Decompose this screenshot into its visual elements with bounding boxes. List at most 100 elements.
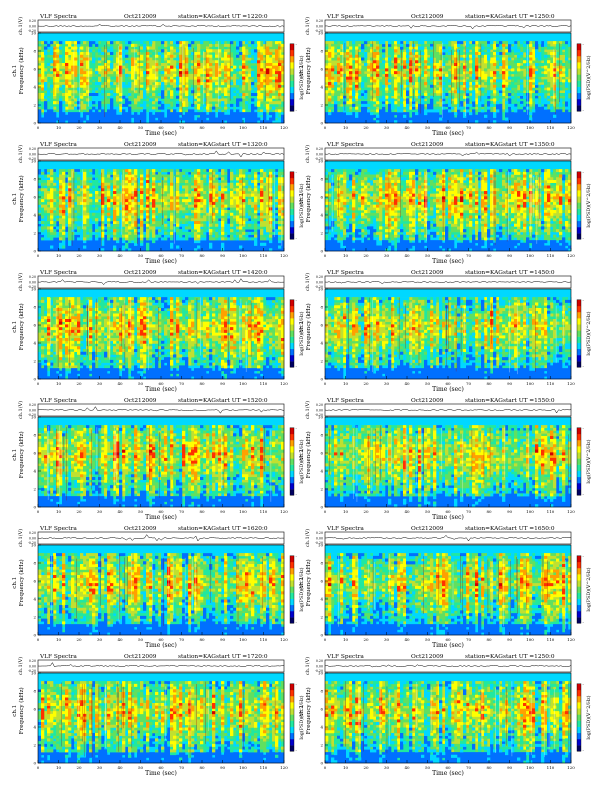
spectrogram-cells [38, 41, 285, 124]
spectrogram-cells [53, 566, 285, 598]
colorbar-tick-label: - [583, 619, 585, 624]
y-tick-label: 2 [33, 231, 36, 236]
x-tick-label: 50 [425, 637, 431, 642]
spectrogram-cells [325, 425, 572, 508]
y-axis-label-channel: ch.1 [299, 705, 305, 717]
spectrogram-cutoff-band [38, 673, 284, 682]
header-product: VLF Spectra [326, 142, 364, 148]
colorbar-segment [290, 714, 294, 721]
colorbar-segment [577, 739, 581, 746]
x-tick-label: 20 [363, 253, 369, 258]
y-tick-label: 0 [33, 761, 36, 766]
colorbar-tick-label: - [296, 170, 298, 175]
header-start-ut: start UT =1550:0 [503, 398, 555, 404]
colorbar-segment [577, 604, 581, 612]
waveform-ytick-label: 0.00 [29, 537, 36, 541]
colorbar-segment [577, 105, 581, 112]
waveform-ylabel: ch.1(V) [17, 17, 24, 35]
colorbar-frame [576, 683, 582, 752]
x-tick-label: 30 [384, 765, 390, 770]
spectrogram-cells [38, 425, 285, 508]
x-tick-label: 90 [507, 253, 513, 258]
colorbar-segment [577, 361, 581, 368]
y-tick-label: 8 [33, 177, 36, 182]
x-tick-label: 90 [507, 765, 513, 770]
colorbar-segment [290, 745, 294, 752]
spectrogram-cells [38, 41, 285, 113]
y-axis-label: Frequency (kHz) [305, 175, 312, 222]
spectrogram-cells [212, 711, 216, 715]
x-tick-label: 30 [384, 125, 390, 130]
x-tick-label: 60 [445, 765, 451, 770]
waveform-trace [37, 534, 284, 542]
waveform-ylabel: ch.1(V) [17, 401, 24, 419]
y-tick-label: 8 [33, 49, 36, 54]
x-tick-label: 10 [56, 765, 62, 770]
colorbar-segment [577, 318, 581, 325]
x-tick-label: 70 [466, 381, 472, 386]
x-tick-label: 20 [76, 765, 82, 770]
header-station: station=KAG [465, 270, 503, 276]
x-tick-label: 70 [466, 765, 472, 770]
header-station: station=KAG [178, 142, 216, 148]
colorbar-tick-label: - [583, 491, 585, 496]
colorbar-segment [577, 74, 581, 81]
colorbar-segment [290, 105, 294, 112]
x-tick-label: 120 [280, 765, 288, 770]
colorbar-segment [290, 299, 294, 307]
x-tick-label: 90 [220, 125, 226, 130]
waveform-ytick-label: 0.00 [316, 25, 323, 29]
x-tick-label: 30 [384, 509, 390, 514]
colorbar-frame [289, 555, 295, 624]
x-tick-label: 110 [260, 253, 268, 258]
colorbar-segment [290, 49, 294, 57]
y-tick-label: 0 [320, 121, 323, 126]
x-tick-label: 10 [343, 765, 349, 770]
y-axis-label-channel: ch.1 [12, 449, 18, 461]
y-tick-label: 6 [33, 707, 36, 712]
y-tick-label: 4 [33, 341, 36, 346]
colorbar-segment [577, 555, 581, 563]
x-tick-label: 110 [260, 125, 268, 130]
x-axis-label: Time (sec) [432, 514, 464, 521]
x-tick-label: 20 [363, 637, 369, 642]
colorbar-label: log(PSD)(V^2/Hz) [298, 311, 305, 355]
x-tick-label: 40 [117, 509, 123, 514]
colorbar-segment [290, 732, 294, 740]
spectrogram-cells [325, 41, 572, 124]
header-start-ut: start UT =1250:0 [503, 14, 555, 20]
spectrogram-cells [325, 681, 572, 764]
waveform-frame [324, 275, 572, 289]
y-tick-label: 8 [33, 689, 36, 694]
waveform-ytick-label: 0.20 [29, 147, 36, 151]
waveform-ytick-label: 0.20 [316, 147, 323, 151]
header-date: Oct212009 [124, 14, 157, 20]
header-station: station=KAG [178, 654, 216, 660]
x-tick-label: 20 [363, 765, 369, 770]
colorbar-segment [577, 708, 581, 715]
x-tick-label: 120 [280, 381, 288, 386]
colorbar-segment [577, 726, 581, 734]
spectrogram-cells [44, 438, 264, 472]
header-start-ut: start UT =1720:0 [216, 654, 268, 660]
y-axis-label-channel: ch.1 [299, 193, 305, 205]
x-tick-label: 120 [280, 637, 288, 642]
colorbar-segment [290, 598, 294, 606]
colorbar-label: log(PSD)(V^2/Hz) [298, 567, 305, 611]
colorbar-segment [290, 611, 294, 618]
colorbar-tick-label: - [583, 42, 585, 47]
colorbar-label: log(PSD)(V^2/Hz) [585, 183, 592, 227]
spectrogram-cells [325, 553, 572, 636]
x-tick-label: 90 [220, 765, 226, 770]
colorbar-frame [576, 555, 582, 624]
x-tick-label: 100 [239, 637, 247, 642]
waveform-ytick-label: -0.20 [315, 285, 323, 289]
spectrogram-panel: VLF Spectra Oct212009 station=KAG start UT … [299, 654, 592, 777]
waveform-ylabel: ch.1(V) [304, 401, 311, 419]
x-axis-label: Time (sec) [145, 258, 177, 265]
colorbar-segment [290, 708, 294, 715]
x-tick-label: 50 [138, 765, 144, 770]
colorbar-segment [577, 342, 581, 350]
colorbar-segment [290, 586, 294, 593]
x-tick-label: 60 [445, 125, 451, 130]
